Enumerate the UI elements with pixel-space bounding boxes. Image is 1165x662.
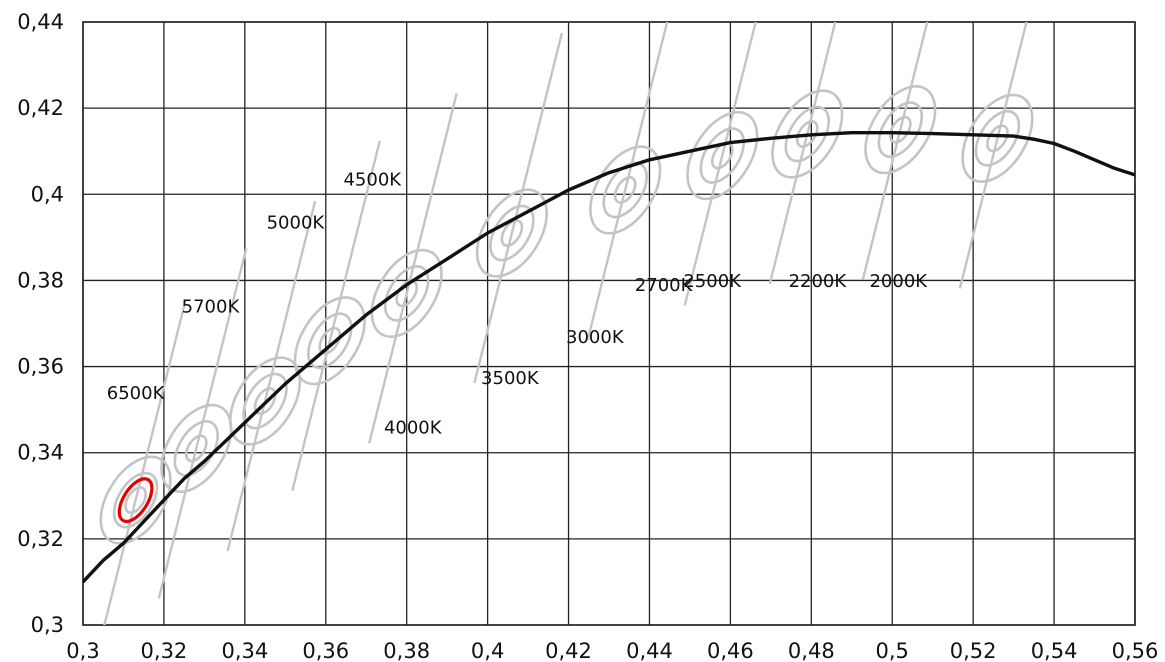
x-tick-label: 0,54 — [1031, 639, 1078, 662]
cct-label: 5000K — [267, 213, 326, 234]
x-tick-label: 0,44 — [626, 639, 673, 662]
planckian-locus — [83, 133, 1135, 582]
planckian-locus-line — [83, 133, 1135, 582]
x-tick-labels: 0,3 0,32 0,34 0,36 0,38 0,4 0,42 0,44 0,46 0,48 0,… — [66, 639, 1158, 662]
y-tick-label: 0,3 — [31, 613, 64, 637]
x-tick-label: 0,42 — [545, 639, 592, 662]
cct-label: 4000K — [384, 417, 443, 438]
x-tick-label: 0,34 — [221, 639, 268, 662]
y-tick-label: 0,44 — [17, 10, 64, 34]
y-tick-label: 0,38 — [17, 268, 64, 292]
x-tick-label: 0,56 — [1112, 639, 1159, 662]
y-tick-label: 0,42 — [17, 96, 64, 120]
cct-label: 2500K — [683, 271, 742, 292]
grid — [83, 22, 1135, 625]
x-tick-label: 0,3 — [66, 639, 99, 662]
cct-label: 3500K — [481, 368, 540, 389]
isotherm-line — [228, 201, 316, 551]
y-tick-label: 0,34 — [17, 441, 64, 465]
y-tick-label: 0,4 — [31, 182, 64, 206]
isotherm-line — [98, 300, 186, 650]
x-tick-label: 0,38 — [383, 639, 430, 662]
y-tick-labels: 0,3 0,32 0,34 0,36 0,38 0,4 0,42 0,44 — [17, 10, 64, 637]
x-tick-label: 0,4 — [471, 639, 504, 662]
x-tick-label: 0,48 — [788, 639, 835, 662]
y-tick-label: 0,36 — [17, 355, 64, 379]
x-tick-label: 0,36 — [302, 639, 349, 662]
cct-label: 4500K — [343, 170, 402, 191]
plot-frame — [83, 22, 1135, 625]
isotherm-lines — [98, 0, 1047, 650]
x-tick-label: 0,32 — [141, 639, 188, 662]
cct-label: 2000K — [869, 271, 928, 292]
x-tick-label: 0,46 — [707, 639, 754, 662]
isotherm-line — [685, 0, 773, 306]
cct-label: 2200K — [789, 271, 848, 292]
x-tick-label: 0,52 — [950, 639, 997, 662]
isotherm-line — [770, 0, 858, 284]
x-tick-label: 0,5 — [876, 639, 909, 662]
cct-label: 5700K — [182, 297, 241, 318]
cct-label: 6500K — [107, 383, 166, 404]
isotherm-line — [369, 93, 457, 443]
isotherm-line — [863, 0, 951, 280]
cct-label: 3000K — [566, 327, 625, 348]
y-tick-label: 0,32 — [17, 527, 64, 551]
